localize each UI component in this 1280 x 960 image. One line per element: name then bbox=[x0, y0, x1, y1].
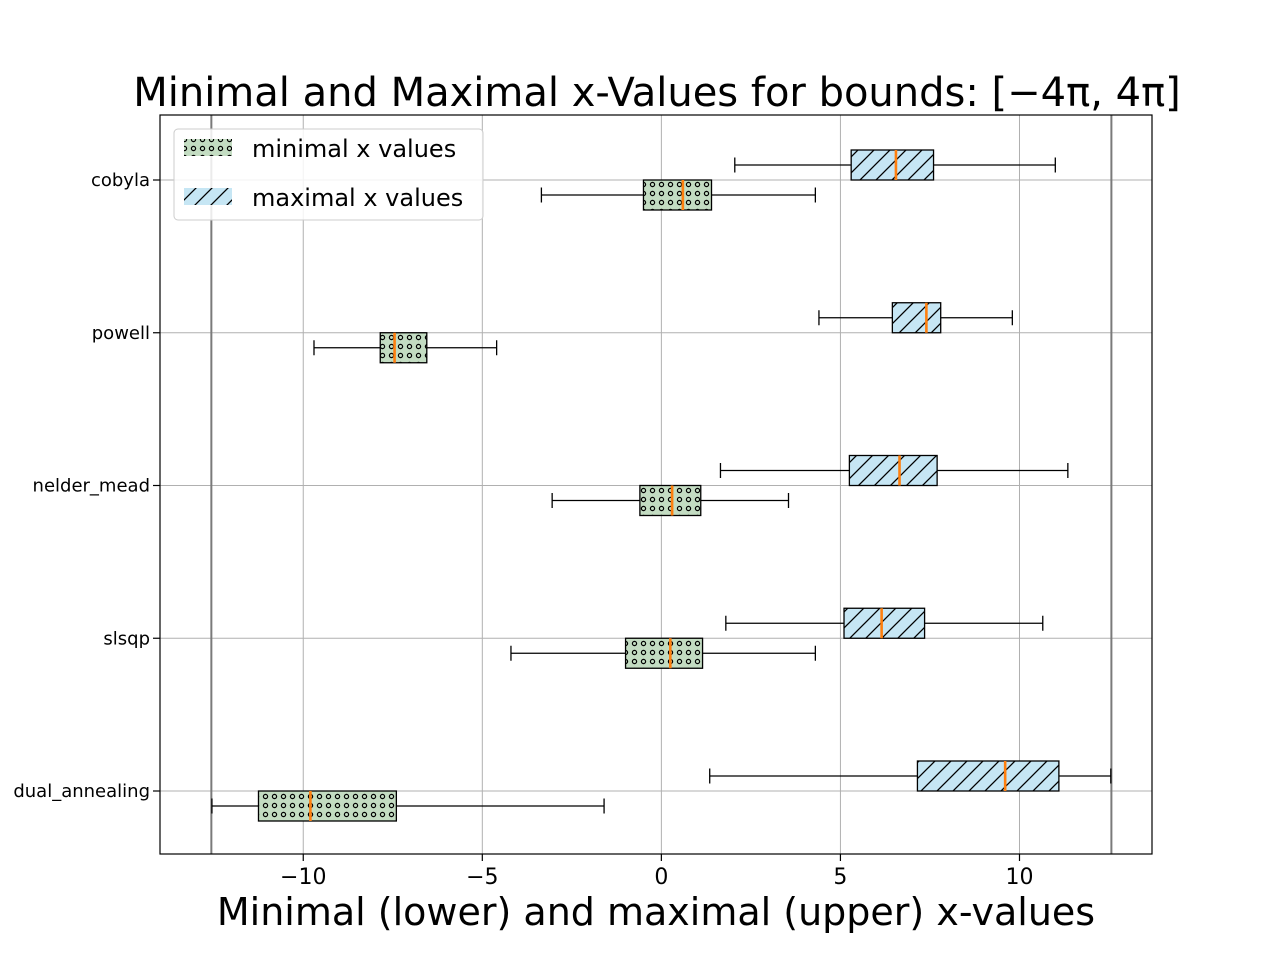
grid bbox=[160, 115, 1152, 854]
x-axis-ticks: −10 −5 0 5 10 bbox=[280, 854, 1033, 890]
box-min-powell bbox=[313, 332, 498, 364]
x-tick-label: 5 bbox=[833, 865, 847, 890]
box-body bbox=[642, 179, 713, 211]
box-body bbox=[379, 332, 428, 364]
chart-title: Minimal and Maximal x-Values for bounds:… bbox=[133, 70, 1181, 116]
legend-swatch-min-pattern bbox=[184, 139, 232, 156]
box-body bbox=[639, 484, 702, 517]
box-body bbox=[848, 454, 938, 487]
box-body bbox=[257, 790, 398, 822]
legend-swatch-max-pattern bbox=[184, 188, 232, 205]
category-label-cobyla: cobyla bbox=[91, 170, 150, 191]
box-body bbox=[843, 607, 926, 639]
x-tick-label: 10 bbox=[1005, 865, 1033, 890]
box-max-nelder_mead bbox=[719, 454, 1069, 487]
x-tick-label: 0 bbox=[654, 865, 668, 890]
x-tick-label: −5 bbox=[466, 865, 498, 890]
plot-frame bbox=[159, 114, 1153, 855]
box-max-powell bbox=[818, 302, 1013, 334]
box-max-cobyla bbox=[734, 149, 1056, 181]
category-label-dual_annealing: dual_annealing bbox=[13, 781, 150, 802]
box-body bbox=[624, 637, 704, 669]
box-body bbox=[891, 302, 942, 334]
box-body bbox=[850, 149, 935, 181]
x-tick-label: −10 bbox=[280, 865, 326, 890]
legend-label-min: minimal x values bbox=[252, 135, 456, 163]
bound-lines bbox=[210, 115, 1113, 854]
category-label-powell: powell bbox=[92, 323, 150, 344]
box-series bbox=[211, 149, 1112, 822]
legend: minimal x values maximal x values bbox=[173, 128, 484, 221]
box-body bbox=[916, 760, 1060, 792]
category-label-nelder_mead: nelder_mead bbox=[33, 476, 150, 497]
box-min-nelder_mead bbox=[551, 484, 790, 517]
x-axis-label: Minimal (lower) and maximal (upper) x-va… bbox=[217, 890, 1095, 934]
box-max-slsqp bbox=[725, 607, 1044, 639]
legend-label-max: maximal x values bbox=[252, 184, 463, 212]
box-min-cobyla bbox=[540, 179, 817, 211]
box-max-dual_annealing bbox=[709, 760, 1112, 792]
box-min-dual_annealing bbox=[211, 790, 605, 822]
category-label-slsqp: slsqp bbox=[103, 628, 150, 649]
box-min-slsqp bbox=[510, 637, 817, 669]
legend-frame bbox=[173, 128, 484, 221]
